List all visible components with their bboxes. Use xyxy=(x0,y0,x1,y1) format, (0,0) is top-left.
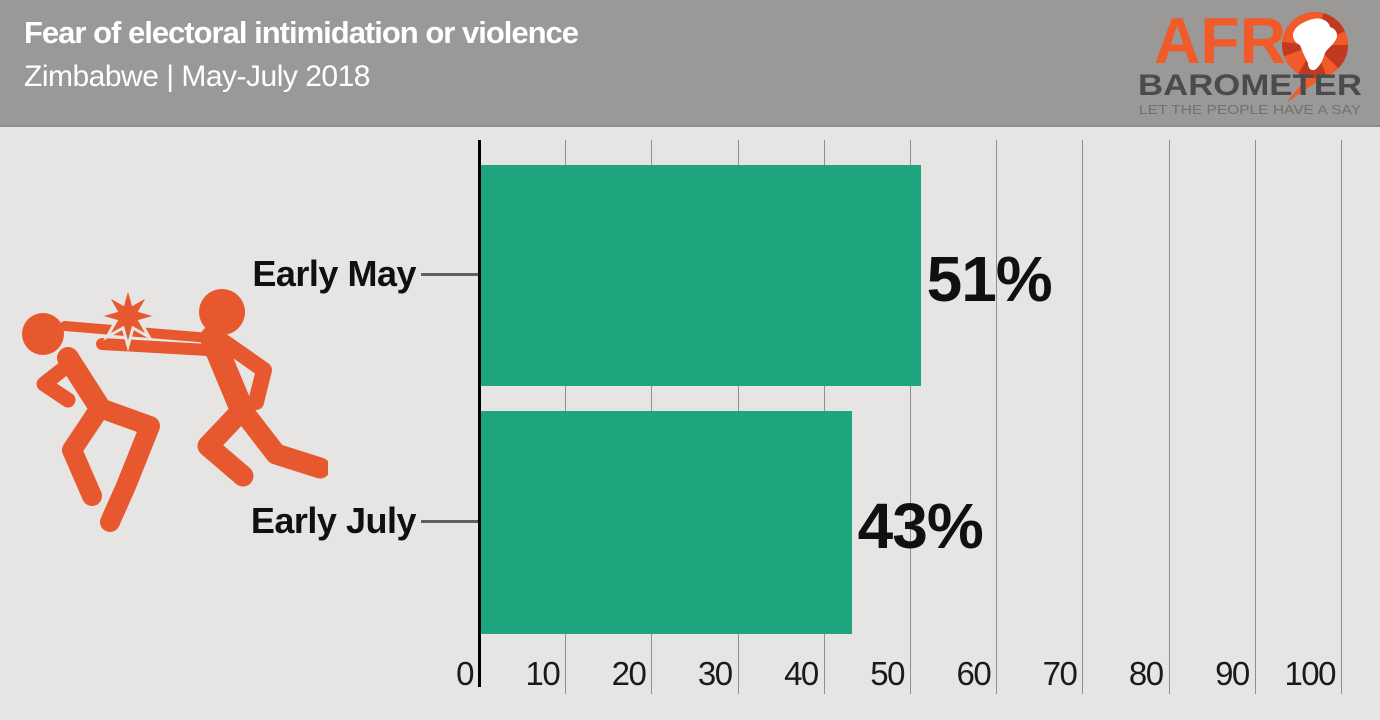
x-tick-label: 10 xyxy=(525,655,560,692)
page-title: Fear of electoral intimidation or violen… xyxy=(24,15,579,50)
bar-value-label: 51% xyxy=(926,242,1053,315)
category-label: Early July xyxy=(250,499,417,541)
x-axis-zero-line xyxy=(478,140,481,687)
x-tick-label: 100 xyxy=(1284,655,1336,692)
x-tick-label: 50 xyxy=(870,655,905,692)
bar-early-may xyxy=(481,165,921,386)
victim-head xyxy=(22,313,64,355)
x-tick-label: 80 xyxy=(1128,655,1164,692)
header-band: Fear of electoral intimidation or violen… xyxy=(0,0,1380,127)
logo-tagline: LET THE PEOPLE HAVE A SAY xyxy=(1139,103,1362,117)
x-tick-label: 90 xyxy=(1215,655,1250,692)
africa-map-icon xyxy=(1292,18,1338,71)
x-tick-label: 70 xyxy=(1042,655,1078,692)
x-tick-label: 20 xyxy=(611,655,647,692)
gridline xyxy=(1254,140,1256,694)
logo-barometer-text: BAROMETER xyxy=(1138,69,1362,102)
x-tick-label: 40 xyxy=(784,655,819,692)
gridline xyxy=(1341,140,1342,694)
violence-fight-icon xyxy=(22,282,328,532)
afrobarometer-logo: AFR BAROMETER LET THE PEOPLE HAVE A SAY xyxy=(1134,4,1366,124)
bar-early-july xyxy=(481,411,852,634)
x-tick-label: 30 xyxy=(697,655,733,692)
page-subtitle: Zimbabwe | May-July 2018 xyxy=(24,60,370,93)
category-label: Early May xyxy=(252,252,416,294)
afrobarometer-logo-graphic: AFR BAROMETER LET THE PEOPLE HAVE A SAY xyxy=(1138,4,1362,117)
logo-afr-text: AFR xyxy=(1154,5,1286,77)
gridline xyxy=(1168,140,1170,694)
gridline xyxy=(1082,140,1084,694)
logo-globe-o-icon xyxy=(1281,12,1348,103)
bar-value-label: 43% xyxy=(857,489,984,562)
attacker-head xyxy=(199,289,245,335)
x-tick-label: 60 xyxy=(956,655,991,692)
gridline xyxy=(996,140,998,694)
leader-line xyxy=(421,519,478,523)
impact-star-icon xyxy=(92,282,164,352)
x-tick-label: 0 xyxy=(456,655,474,692)
gridline xyxy=(910,140,911,694)
leader-line xyxy=(421,272,478,276)
